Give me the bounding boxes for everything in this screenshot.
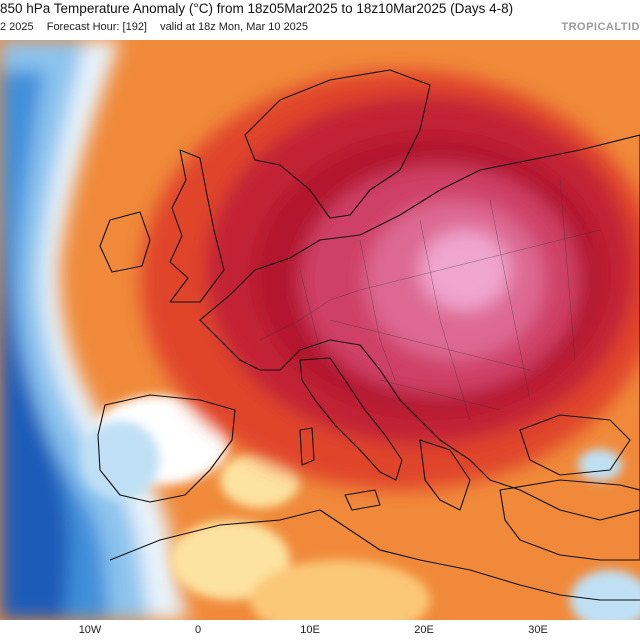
coast-sardinia — [299, 427, 315, 466]
coast-great-britain — [169, 149, 225, 303]
tick-label-30e: 30E — [528, 624, 548, 636]
brand-watermark: TROPICALTID — [561, 21, 640, 33]
valid-time: valid at 18z Mon, Mar 10 2025 — [160, 21, 309, 33]
tick-label-20e: 20E — [414, 624, 434, 636]
coast-black-sea — [519, 414, 631, 476]
tick-label-10e: 10E — [300, 624, 320, 636]
coastlines — [97, 69, 640, 601]
map-header: 850 hPa Temperature Anomaly (°C) from 18… — [0, 0, 640, 40]
central-europe-warm-anomaly — [140, 70, 640, 490]
coast-sicily — [344, 489, 381, 511]
coast-turkey — [499, 479, 640, 561]
anomaly-map — [0, 40, 640, 620]
coast-mainland-europe — [199, 134, 640, 521]
map-title: 850 hPa Temperature Anomaly (°C) from 18… — [0, 1, 514, 16]
longitude-axis: 10W 0 10E 20E 30E — [0, 620, 640, 640]
map-subtitle: 2 2025 Forecast Hour: [192] valid at 18z… — [0, 21, 318, 33]
country-borders — [259, 179, 601, 421]
init-date-fragment: 2 2025 — [0, 21, 34, 33]
coast-iberia — [97, 394, 236, 503]
forecast-hour: Forecast Hour: [192] — [46, 21, 147, 33]
coast-greece — [419, 439, 471, 511]
coast-north-africa — [109, 509, 640, 601]
anomaly-map-svg — [0, 40, 640, 620]
tick-label-0: 0 — [194, 624, 202, 636]
coast-italy — [299, 357, 403, 481]
coast-scandinavia — [244, 69, 431, 219]
coast-ireland — [99, 211, 151, 273]
tick-label-10w: 10W — [78, 624, 102, 636]
